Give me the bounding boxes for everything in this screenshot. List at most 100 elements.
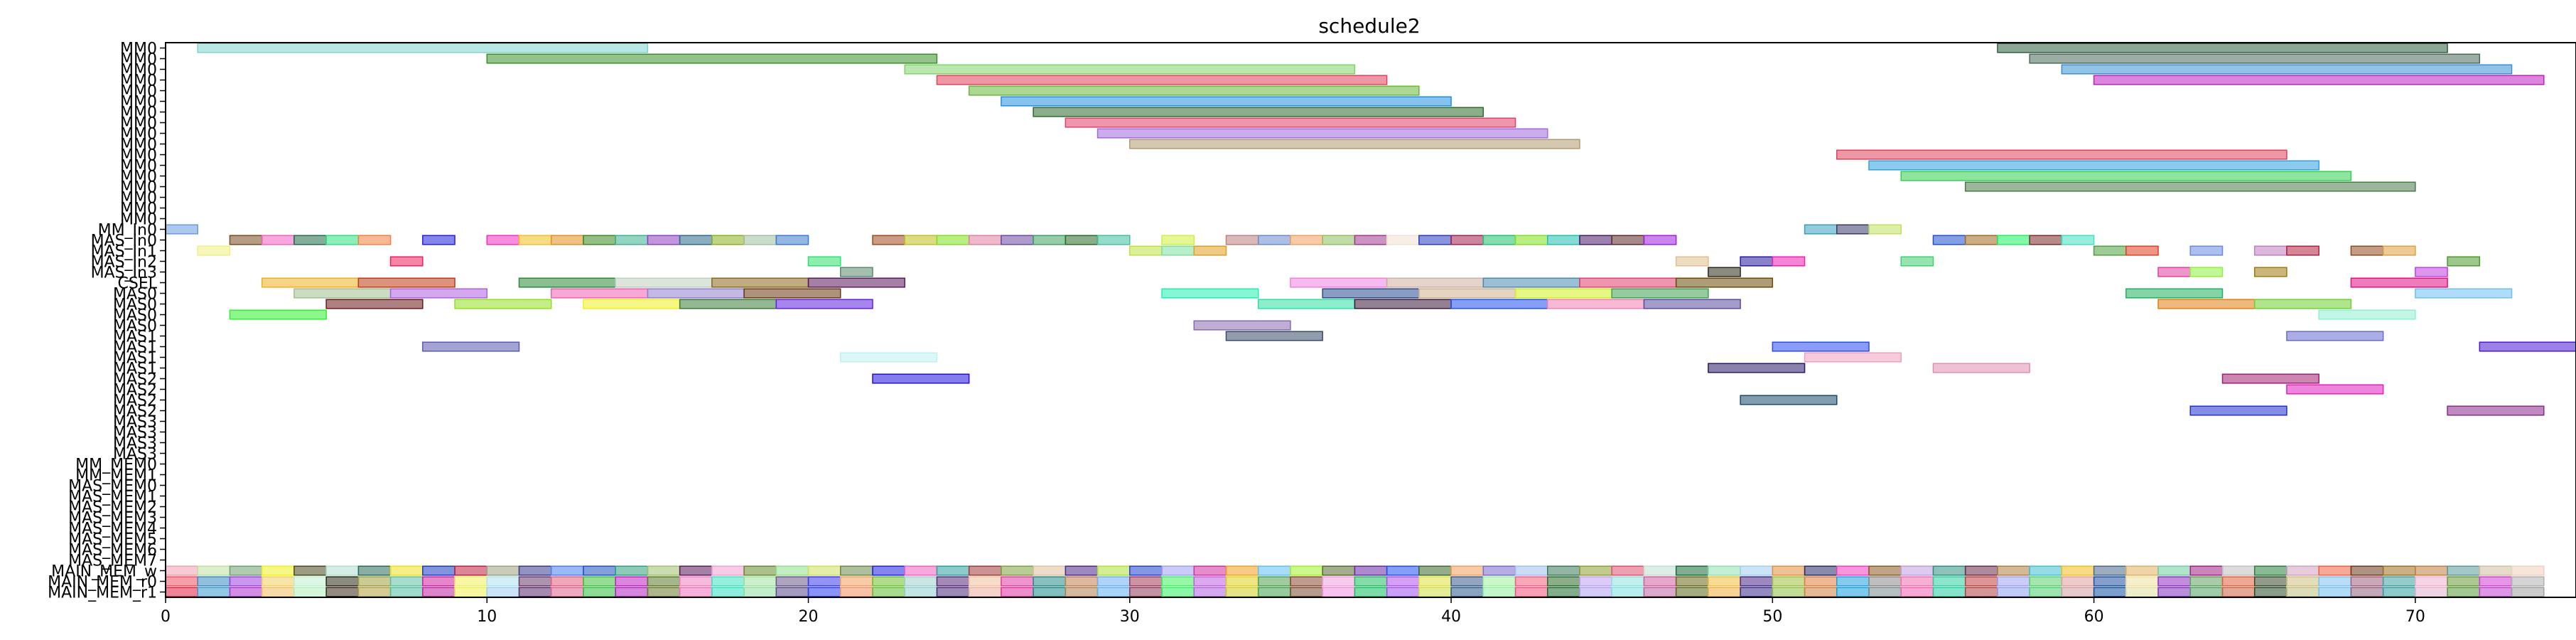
memory-cell [2221, 576, 2256, 587]
memory-cell [1290, 576, 1323, 587]
memory-cell [1997, 587, 2030, 597]
memory-cell [229, 565, 263, 576]
memory-cell [2029, 565, 2063, 576]
task-bar [1322, 235, 1356, 245]
task-bar [711, 235, 745, 245]
memory-cell [1546, 565, 1580, 576]
memory-cell [197, 565, 231, 576]
task-bar [2029, 235, 2063, 245]
memory-cell [2286, 565, 2319, 576]
memory-cell [1354, 587, 1388, 597]
y-axis: MM0MM0MM0MM0MM0MM0MM0MM0MM0MM0MM0MM0MM0M… [48, 41, 166, 602]
task-bar [1643, 299, 1741, 309]
memory-cell [1193, 565, 1227, 576]
memory-cell [1964, 565, 1998, 576]
task-bar [936, 75, 1388, 85]
memory-cell [1033, 565, 1067, 576]
memory-cell [840, 565, 873, 576]
task-bar [2061, 235, 2095, 245]
task-bar [261, 277, 360, 288]
y-tick-label: MAS0 [113, 286, 157, 304]
task-bar [807, 256, 841, 267]
task-bar [1772, 256, 1806, 267]
y-tick-label: MAS_MEM6 [68, 542, 157, 560]
memory-cell [1868, 565, 1902, 576]
task-bar [1546, 299, 1645, 309]
y-tick-label: MM0 [120, 115, 157, 133]
y-tick-label: MM_MEM0 [75, 457, 157, 474]
memory-cell [936, 576, 970, 587]
memory-cell [711, 576, 745, 587]
task-bar [2125, 245, 2159, 256]
memory-cell [1257, 576, 1291, 587]
task-bar [2479, 341, 2576, 352]
memory-cell [1514, 587, 1548, 597]
memory-cell [1546, 587, 1580, 597]
memory-cell [1322, 565, 1356, 576]
task-bar [1772, 341, 1870, 352]
memory-cell [1257, 587, 1291, 597]
task-bar [679, 299, 777, 309]
task-bar [872, 373, 970, 384]
memory-cell [1386, 576, 1420, 587]
task-bar [968, 85, 1420, 96]
task-bar [1033, 107, 1484, 117]
memory-cell [615, 576, 649, 587]
task-bar [550, 288, 649, 299]
memory-cell [647, 576, 681, 587]
memory-cell [840, 587, 873, 597]
memory-cell [775, 565, 809, 576]
memory-cell [2125, 576, 2159, 587]
y-tick-label: MAS2 [113, 393, 157, 410]
y-tick-label: MM0 [120, 126, 157, 144]
y-tick-label: MAS0 [113, 318, 157, 336]
task-bar [550, 235, 584, 245]
memory-cell [486, 587, 520, 597]
memory-cell [293, 587, 327, 597]
memory-cell [2415, 565, 2448, 576]
memory-cell [1964, 587, 1998, 597]
memory-cell [2382, 576, 2416, 587]
memory-cell [1932, 587, 1966, 597]
task-bar [1675, 256, 1709, 267]
y-tick-label: MM0 [120, 201, 157, 218]
task-bar [1964, 235, 1998, 245]
task-bar [583, 235, 616, 245]
task-bar [968, 235, 1002, 245]
task-bar [1354, 235, 1388, 245]
memory-cell [2447, 587, 2481, 597]
memory-cell [1900, 576, 1934, 587]
task-bar [2253, 267, 2287, 277]
memory-cell [1129, 587, 1163, 597]
memory-cell [518, 565, 552, 576]
task-bar [2286, 384, 2384, 395]
memory-cell [2221, 565, 2256, 576]
memory-cell [2447, 565, 2481, 576]
memory-cell [325, 587, 360, 597]
memory-cell [486, 576, 520, 587]
task-bar [1997, 235, 2030, 245]
y-tick-label: CSEL [118, 275, 158, 293]
memory-cell [1514, 576, 1548, 587]
memory-cell [550, 587, 584, 597]
memory-cell [583, 576, 616, 587]
x-axis: 0 10 20 30 40 50 60 70 [161, 597, 2425, 626]
memory-cell [1418, 587, 1452, 597]
x-tick-label: 10 [477, 608, 497, 626]
memory-cell [1932, 565, 1966, 576]
y-tick-label: MAS_MEM3 [68, 510, 157, 528]
task-bar [325, 299, 424, 309]
task-bar [1193, 245, 1227, 256]
y-tick-label: MM0 [120, 83, 157, 101]
memory-cell [1354, 576, 1388, 587]
y-tick-label: MAS1 [113, 350, 157, 368]
y-tick-label: MAS3 [113, 435, 157, 453]
task-bar [1129, 245, 1163, 256]
task-bar [1354, 299, 1452, 309]
task-bar [518, 235, 552, 245]
task-bar [2286, 245, 2319, 256]
y-tick-label: MAS_MEM5 [68, 531, 157, 549]
memory-cell [2189, 565, 2224, 576]
memory-cell [1096, 587, 1131, 597]
task-bar [454, 299, 552, 309]
